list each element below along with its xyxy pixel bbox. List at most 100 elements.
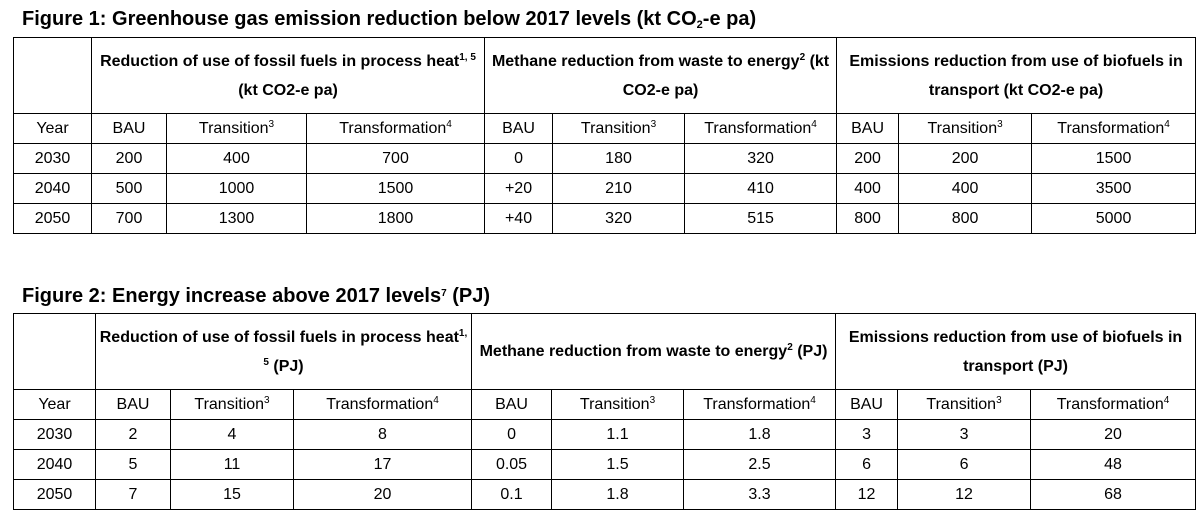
- figure-1-table: Reduction of use of fossil fuels in proc…: [13, 37, 1197, 234]
- figure-1-column-header: BAU: [484, 113, 554, 144]
- figure-1-column-header-row: Year BAU Transition3 Transformation4 BAU Tran…: [13, 113, 1197, 144]
- figure-2-column-header: Transformation4: [292, 389, 473, 420]
- figure-2-column-header: Transformation4: [683, 389, 837, 420]
- figure-1-value-cell: 515: [684, 203, 838, 234]
- figure-2-table: Reduction of use of fossil fuels in proc…: [13, 313, 1197, 510]
- figure-1-value-cell: 1800: [305, 203, 486, 234]
- figure-1-year-cell: 2030: [13, 143, 92, 174]
- figure-1-group-fossil-fuels: Reduction of use of fossil fuels in proc…: [90, 37, 486, 114]
- figure-1-title: Figure 1: Greenhouse gas emission reduct…: [22, 7, 756, 31]
- figure-2-value-cell: 20: [292, 479, 473, 510]
- figure-1-group-biofuels: Emissions reduction from use of biofuels…: [836, 37, 1197, 114]
- figure-1-value-cell: 200: [898, 143, 1033, 174]
- figure-1-value-cell: 400: [898, 173, 1033, 204]
- figure-2-value-cell: 7: [95, 479, 171, 510]
- figure-2-value-cell: 2: [95, 419, 171, 450]
- figure-2-column-header: Transformation4: [1030, 389, 1197, 420]
- figure-1-value-cell: +40: [484, 203, 554, 234]
- figure-1-table-row: 2050 700 1300 1800 +40 320 515 800 800 5000: [13, 203, 1197, 234]
- figure-2-value-cell: 1.8: [683, 419, 837, 450]
- figure-2-value-cell: 15: [170, 479, 294, 510]
- figure-1-group-header-row: Reduction of use of fossil fuels in proc…: [13, 37, 1197, 114]
- figure-2-value-cell: 8: [292, 419, 473, 450]
- figure-1-value-cell: 320: [684, 143, 838, 174]
- figure-1-value-cell: 400: [166, 143, 307, 174]
- figure-1-value-cell: 1500: [305, 173, 486, 204]
- figure-2-column-header: BAU: [95, 389, 171, 420]
- figure-1-value-cell: 1300: [166, 203, 307, 234]
- figure-2-column-header: Transition3: [170, 389, 294, 420]
- figure-1-group-methane: Methane reduction from waste to energy2 …: [484, 37, 838, 114]
- figure-1-column-header: Transformation4: [305, 113, 486, 144]
- figure-2-column-header: BAU: [471, 389, 553, 420]
- figure-2-value-cell: 0.1: [471, 479, 553, 510]
- figure-2-value-cell: 1.1: [551, 419, 685, 450]
- figure-1-column-header: Transformation4: [684, 113, 838, 144]
- figure-2-value-cell: 6: [835, 449, 899, 480]
- figure-2-group-methane: Methane reduction from waste to energy2 …: [471, 313, 837, 390]
- figure-1-value-cell: 1500: [1031, 143, 1197, 174]
- figure-1-column-header: Year: [13, 113, 92, 144]
- figure-2-column-header: Year: [13, 389, 96, 420]
- figure-2-table-row: 2030 2 4 8 0 1.1 1.8 3 3 20: [13, 419, 1197, 450]
- figure-2-column-header: Transition3: [551, 389, 685, 420]
- figure-2-value-cell: 11: [170, 449, 294, 480]
- figure-2-group-biofuels: Emissions reduction from use of biofuels…: [835, 313, 1197, 390]
- figure-2-value-cell: 1.5: [551, 449, 685, 480]
- figure-2-value-cell: 3: [897, 419, 1032, 450]
- figure-1-column-header: Transition3: [898, 113, 1033, 144]
- figure-2-column-header: Transition3: [897, 389, 1032, 420]
- figure-1-title-subscript: 2: [696, 19, 703, 31]
- figure-1-value-cell: 3500: [1031, 173, 1197, 204]
- figure-1-value-cell: 0: [484, 143, 554, 174]
- figure-2-value-cell: 5: [95, 449, 171, 480]
- figure-1-value-cell: 320: [552, 203, 686, 234]
- figure-1-year-cell: 2050: [13, 203, 92, 234]
- figure-2-title-text: Figure 2: Energy increase above 2017 lev…: [22, 285, 442, 307]
- figure-2-title: Figure 2: Energy increase above 2017 lev…: [22, 284, 490, 308]
- figure-1-table-row: 2040 500 1000 1500 +20 210 410 400 400 3500: [13, 173, 1197, 204]
- figure-1-title-end: -e pa): [702, 8, 757, 30]
- figure-1-table-row: 2030 200 400 700 0 180 320 200 200 1500: [13, 143, 1197, 174]
- figure-1-value-cell: 500: [91, 173, 167, 204]
- figure-2-value-cell: 3.3: [683, 479, 837, 510]
- figure-2-value-cell: 2.5: [683, 449, 837, 480]
- figure-2-value-cell: 12: [897, 479, 1032, 510]
- figure-1-title-text: Figure 1: Greenhouse gas emission reduct…: [22, 8, 697, 30]
- figure-2-value-cell: 20: [1030, 419, 1197, 450]
- figure-2-value-cell: 3: [835, 419, 899, 450]
- figure-1-value-cell: 1000: [166, 173, 307, 204]
- figure-1-value-cell: 200: [91, 143, 167, 174]
- figure-1-value-cell: 700: [305, 143, 486, 174]
- figure-1-column-header: Transformation4: [1031, 113, 1197, 144]
- figure-2-group-header-row: Reduction of use of fossil fuels in proc…: [13, 313, 1197, 390]
- figure-2-table-row: 2040 5 11 17 0.05 1.5 2.5 6 6 48: [13, 449, 1197, 480]
- figure-2-value-cell: 4: [170, 419, 294, 450]
- figure-1-value-cell: 410: [684, 173, 838, 204]
- figure-2-column-header: BAU: [835, 389, 899, 420]
- figure-2-value-cell: 0: [471, 419, 553, 450]
- figure-2-value-cell: 12: [835, 479, 899, 510]
- figure-1-value-cell: 400: [836, 173, 900, 204]
- figure-2-title-superscript: 7: [441, 288, 447, 299]
- figure-2-year-cell: 2030: [13, 419, 96, 450]
- figure-1-value-cell: 800: [898, 203, 1033, 234]
- figure-2-table-row: 2050 7 15 20 0.1 1.8 3.3 12 12 68: [13, 479, 1197, 510]
- figure-2-value-cell: 0.05: [471, 449, 553, 480]
- figure-2-title-end: (PJ): [446, 285, 491, 307]
- figure-2-value-cell: 68: [1030, 479, 1197, 510]
- figure-1-value-cell: +20: [484, 173, 554, 204]
- figure-1-value-cell: 800: [836, 203, 900, 234]
- figure-2-value-cell: 17: [292, 449, 473, 480]
- figure-1-column-header: BAU: [836, 113, 900, 144]
- figure-2-year-cell: 2040: [13, 449, 96, 480]
- figure-1-corner-cell: [13, 37, 92, 114]
- figure-2-column-header-row: Year BAU Transition3 Transformation4 BAU Tran…: [13, 389, 1197, 420]
- figure-2-value-cell: 1.8: [551, 479, 685, 510]
- figure-2-group-fossil-fuels: Reduction of use of fossil fuels in proc…: [94, 313, 473, 390]
- figure-2-value-cell: 6: [897, 449, 1032, 480]
- figure-2-value-cell: 48: [1030, 449, 1197, 480]
- figure-1-year-cell: 2040: [13, 173, 92, 204]
- figure-2-year-cell: 2050: [13, 479, 96, 510]
- figure-1-column-header: BAU: [91, 113, 167, 144]
